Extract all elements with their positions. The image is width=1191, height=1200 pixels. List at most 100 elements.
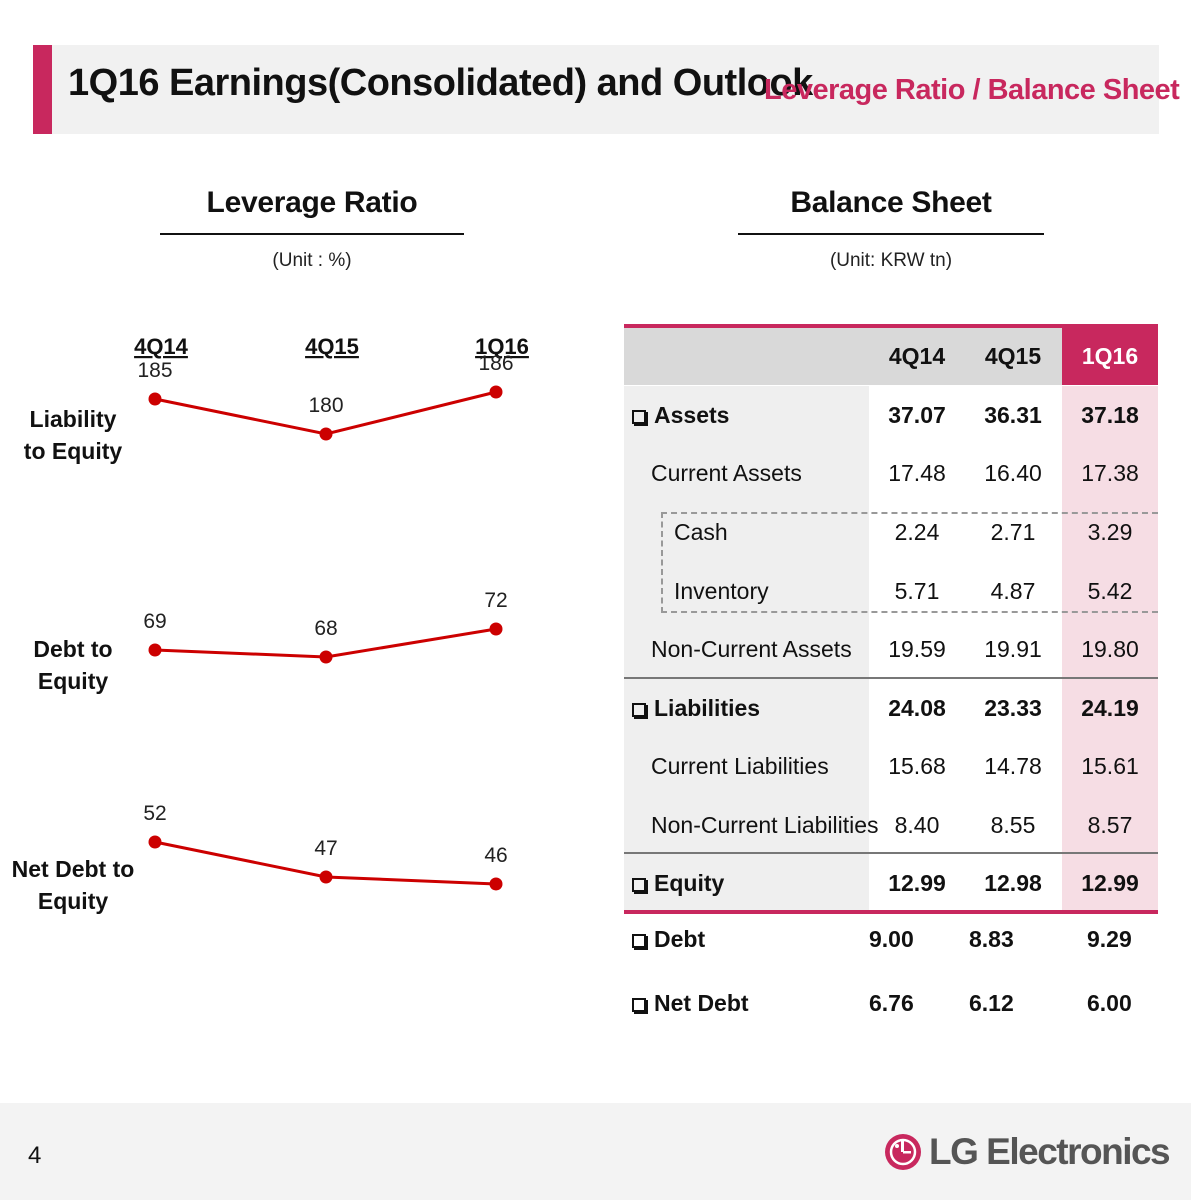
data-point [148, 643, 162, 657]
table-cell: 24.08 [888, 695, 946, 721]
table-cell: 5.71 [894, 578, 940, 604]
data-label: 186 [478, 352, 513, 375]
data-label: 69 [143, 610, 166, 633]
table-cell: 2.24 [894, 519, 940, 545]
table-cell: 9.00 [869, 926, 914, 952]
header-accent-bar [33, 45, 52, 134]
row-label: Current Liabilities [651, 753, 829, 779]
balance-title: Balance Sheet [790, 186, 992, 219]
table-cell: 8.57 [1087, 812, 1133, 838]
table-cell: 6.76 [869, 990, 914, 1016]
table-row: Equity 12.99 12.98 12.99 [624, 854, 1158, 912]
checkbox-bullet-icon [632, 934, 646, 948]
data-label: 180 [308, 394, 343, 417]
table-highlight-column-bg [1062, 386, 1158, 911]
category-header: 4Q15 [305, 334, 359, 359]
leverage-ratio-chart: 4Q14 4Q15 1Q16 Liability to Equity 185 180 186 D… [12, 334, 529, 914]
data-label: 46 [484, 844, 507, 867]
column-header: 1Q16 [1081, 343, 1139, 369]
row-label: Debt [654, 926, 706, 952]
data-point [319, 870, 333, 884]
row-label: Liabilities [654, 695, 761, 721]
data-point [319, 427, 333, 441]
table-divider [624, 677, 1158, 679]
table-cell: 14.78 [984, 753, 1042, 779]
leverage-title-rule [160, 233, 464, 235]
table-cell: 2.71 [990, 519, 1036, 545]
table-cell: 6.00 [1087, 990, 1132, 1016]
data-point [148, 835, 162, 849]
data-point [489, 622, 503, 636]
leverage-title: Leverage Ratio [206, 186, 418, 219]
cash-inventory-dashed-box [661, 512, 1158, 613]
category-header: 4Q14 [134, 334, 189, 359]
checkbox-bullet-icon [632, 410, 646, 424]
page-title: 1Q16 Earnings(Consolidated) and Outlook [68, 62, 813, 104]
data-label: 52 [143, 802, 166, 825]
column-header: 4Q14 [888, 343, 946, 369]
table-row: Inventory 5.71 4.87 5.42 [624, 562, 1158, 620]
table-cell: 24.19 [1081, 695, 1139, 721]
table-row: Current Assets 17.48 16.40 17.38 [624, 444, 1158, 502]
series-label: Equity [38, 668, 108, 694]
lg-logo: LG Electronics [883, 1126, 1171, 1178]
leverage-unit: (Unit : %) [272, 250, 352, 271]
table-row: Liabilities 24.08 23.33 24.19 [624, 679, 1158, 737]
series-label: Debt to [33, 636, 112, 662]
table-header-highlight [1062, 328, 1158, 385]
row-label: Current Assets [651, 460, 802, 486]
table-cell: 19.80 [1081, 636, 1139, 662]
series-label: to Equity [24, 438, 123, 464]
data-label: 47 [314, 837, 337, 860]
table-row: Current Liabilities 15.68 14.78 15.61 [624, 737, 1158, 795]
header-band [33, 45, 1159, 134]
row-label: Equity [654, 870, 725, 896]
table-cell: 12.99 [1081, 870, 1139, 896]
table-cell: 6.12 [969, 990, 1014, 1016]
page-subtitle: Leverage Ratio / Balance Sheet [764, 74, 1180, 106]
table-cell: 17.48 [888, 460, 946, 486]
table-cell: 12.99 [888, 870, 946, 896]
table-cell: 8.55 [990, 812, 1036, 838]
table-cell: 15.61 [1081, 753, 1139, 779]
column-header: 4Q15 [984, 343, 1042, 369]
footer-band [0, 1103, 1191, 1200]
table-cell: 17.38 [1081, 460, 1139, 486]
balance-title-rule [738, 233, 1044, 235]
table-bottom-rule [624, 910, 1158, 914]
table-cell: 4.87 [990, 578, 1036, 604]
table-divider [624, 852, 1158, 854]
row-label: Net Debt [654, 990, 749, 1016]
table-cell: 16.40 [984, 460, 1042, 486]
category-header: 1Q16 [475, 334, 529, 359]
table-cell: 23.33 [984, 695, 1042, 721]
table-cell: 37.18 [1081, 402, 1139, 428]
table-row: Cash 2.24 2.71 3.29 [624, 503, 1158, 561]
table-cell: 36.31 [984, 402, 1042, 428]
data-label: 185 [137, 359, 172, 382]
logo-text: LG Electronics [929, 1131, 1171, 1172]
row-label: Inventory [674, 578, 769, 604]
table-row: Non-Current Assets 19.59 19.91 19.80 [624, 620, 1158, 678]
page-number: 4 [28, 1142, 42, 1169]
data-point [319, 650, 333, 664]
data-label: 68 [314, 617, 337, 640]
lg-logo-icon [885, 1134, 921, 1170]
series-label: Liability [30, 406, 117, 432]
table-label-column-bg [624, 386, 869, 911]
table-cell: 15.68 [888, 753, 946, 779]
checkbox-bullet-icon [632, 878, 646, 892]
data-point [489, 385, 503, 399]
table-top-rule [624, 324, 1158, 328]
table-cell: 19.91 [984, 636, 1042, 662]
balance-unit: (Unit: KRW tn) [829, 250, 953, 271]
data-point [489, 877, 503, 891]
checkbox-bullet-icon [632, 998, 646, 1012]
row-label: Cash [674, 519, 728, 545]
table-cell: 9.29 [1087, 926, 1132, 952]
table-cell: 37.07 [888, 402, 946, 428]
table-cell: 8.40 [894, 812, 940, 838]
table-cell: 19.59 [888, 636, 946, 662]
debt-row: Debt 9.00 8.83 9.29 [624, 919, 1158, 959]
row-label: Non-Current Liabilities [651, 812, 879, 838]
